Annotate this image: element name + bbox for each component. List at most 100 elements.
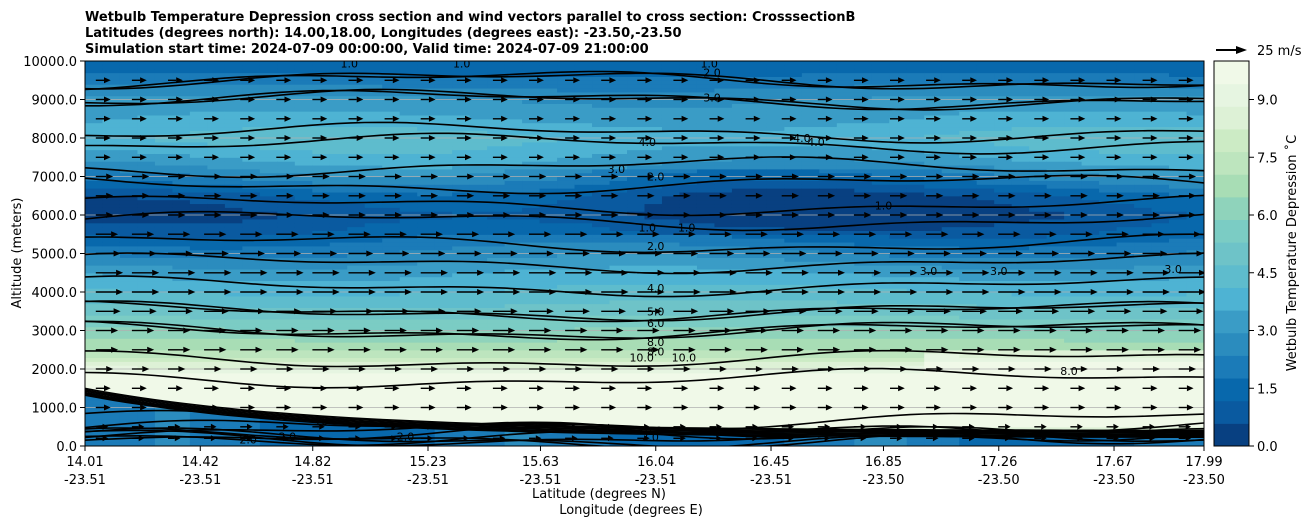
depression-cell bbox=[487, 357, 506, 362]
depression-cell bbox=[731, 203, 750, 208]
depression-cell bbox=[871, 130, 890, 135]
depression-cell bbox=[592, 257, 611, 262]
depression-cell bbox=[277, 145, 296, 151]
depression-cell bbox=[924, 253, 943, 258]
depression-cell bbox=[329, 249, 348, 255]
depression-cell bbox=[906, 392, 925, 397]
depression-cell bbox=[294, 238, 313, 243]
depression-cell bbox=[644, 226, 663, 231]
depression-cell bbox=[801, 318, 820, 324]
depression-cell bbox=[242, 361, 261, 366]
depression-cell bbox=[644, 434, 663, 439]
depression-cell bbox=[539, 222, 558, 228]
depression-cell bbox=[714, 442, 733, 446]
depression-cell bbox=[784, 303, 803, 308]
depression-cell bbox=[941, 353, 960, 359]
depression-cell bbox=[487, 184, 506, 189]
depression-cell bbox=[749, 268, 768, 274]
depression-cell bbox=[592, 280, 611, 285]
depression-cell bbox=[329, 257, 348, 262]
depression-cell bbox=[714, 68, 733, 74]
depression-cell bbox=[871, 276, 890, 282]
depression-cell bbox=[557, 295, 576, 301]
depression-cell bbox=[609, 218, 628, 224]
depression-cell bbox=[102, 61, 121, 66]
depression-cell bbox=[137, 342, 156, 347]
depression-cell bbox=[889, 345, 908, 351]
depression-cell bbox=[189, 149, 208, 154]
depression-cell bbox=[854, 234, 873, 239]
depression-cell bbox=[452, 184, 471, 189]
depression-cell bbox=[329, 68, 348, 74]
depression-cell bbox=[434, 191, 453, 197]
depression-cell bbox=[294, 342, 313, 347]
depression-cell bbox=[731, 349, 750, 355]
depression-cell bbox=[592, 172, 611, 178]
depression-cell bbox=[382, 103, 401, 108]
depression-cell bbox=[85, 218, 104, 224]
depression-cell bbox=[749, 292, 768, 297]
depression-cell bbox=[539, 376, 558, 382]
depression-cell bbox=[504, 68, 523, 74]
depression-cell bbox=[731, 80, 750, 85]
depression-cell bbox=[417, 188, 436, 193]
depression-cell bbox=[731, 111, 750, 116]
depression-cell bbox=[329, 403, 348, 409]
depression-cell bbox=[731, 114, 750, 120]
depression-cell bbox=[889, 376, 908, 382]
depression-cell bbox=[836, 188, 855, 193]
depression-cell bbox=[487, 415, 506, 420]
depression-cell bbox=[522, 230, 541, 235]
depression-cell bbox=[522, 80, 541, 85]
depression-cell bbox=[592, 195, 611, 201]
depression-cell bbox=[399, 411, 418, 416]
depression-cell bbox=[522, 111, 541, 116]
depression-cell bbox=[609, 392, 628, 397]
depression-cell bbox=[137, 276, 156, 282]
depression-cell bbox=[382, 153, 401, 158]
depression-cell bbox=[801, 118, 820, 124]
depression-cell bbox=[242, 357, 261, 362]
depression-cell bbox=[504, 234, 523, 239]
depression-cell bbox=[119, 272, 139, 278]
depression-cell bbox=[749, 284, 768, 289]
depression-cell bbox=[189, 138, 208, 143]
depression-cell bbox=[259, 157, 278, 162]
depression-cell bbox=[294, 138, 313, 143]
depression-cell bbox=[574, 80, 593, 85]
depression-cell bbox=[749, 95, 768, 101]
depression-cell bbox=[906, 168, 925, 174]
depression-cell bbox=[784, 372, 803, 378]
depression-cell bbox=[749, 61, 768, 66]
depression-cell bbox=[85, 207, 104, 212]
depression-cell bbox=[154, 103, 174, 108]
depression-cell bbox=[889, 149, 908, 154]
depression-cell bbox=[312, 145, 331, 151]
depression-cell bbox=[871, 80, 890, 85]
depression-cell bbox=[627, 345, 646, 351]
depression-cell bbox=[784, 345, 803, 351]
depression-cell bbox=[207, 280, 226, 285]
depression-cell bbox=[522, 349, 541, 355]
depression-cell bbox=[347, 172, 366, 178]
depression-cell bbox=[539, 349, 558, 355]
depression-cell bbox=[714, 218, 733, 224]
depression-cell bbox=[242, 288, 261, 293]
depression-cell bbox=[941, 334, 960, 339]
depression-cell bbox=[312, 168, 331, 174]
depression-cell bbox=[924, 442, 943, 446]
depression-cell bbox=[102, 245, 121, 251]
depression-cell bbox=[347, 207, 366, 212]
depression-cell bbox=[854, 295, 873, 301]
depression-cell bbox=[504, 415, 523, 420]
depression-cell bbox=[364, 295, 383, 301]
depression-cell bbox=[679, 276, 698, 282]
depression-cell bbox=[242, 149, 261, 154]
depression-cell bbox=[189, 353, 208, 359]
depression-cell bbox=[172, 265, 191, 270]
depression-cell bbox=[889, 315, 908, 320]
depression-cell bbox=[871, 361, 890, 366]
depression-cell bbox=[154, 265, 174, 270]
depression-cell bbox=[347, 157, 366, 162]
depression-cell bbox=[119, 87, 139, 93]
